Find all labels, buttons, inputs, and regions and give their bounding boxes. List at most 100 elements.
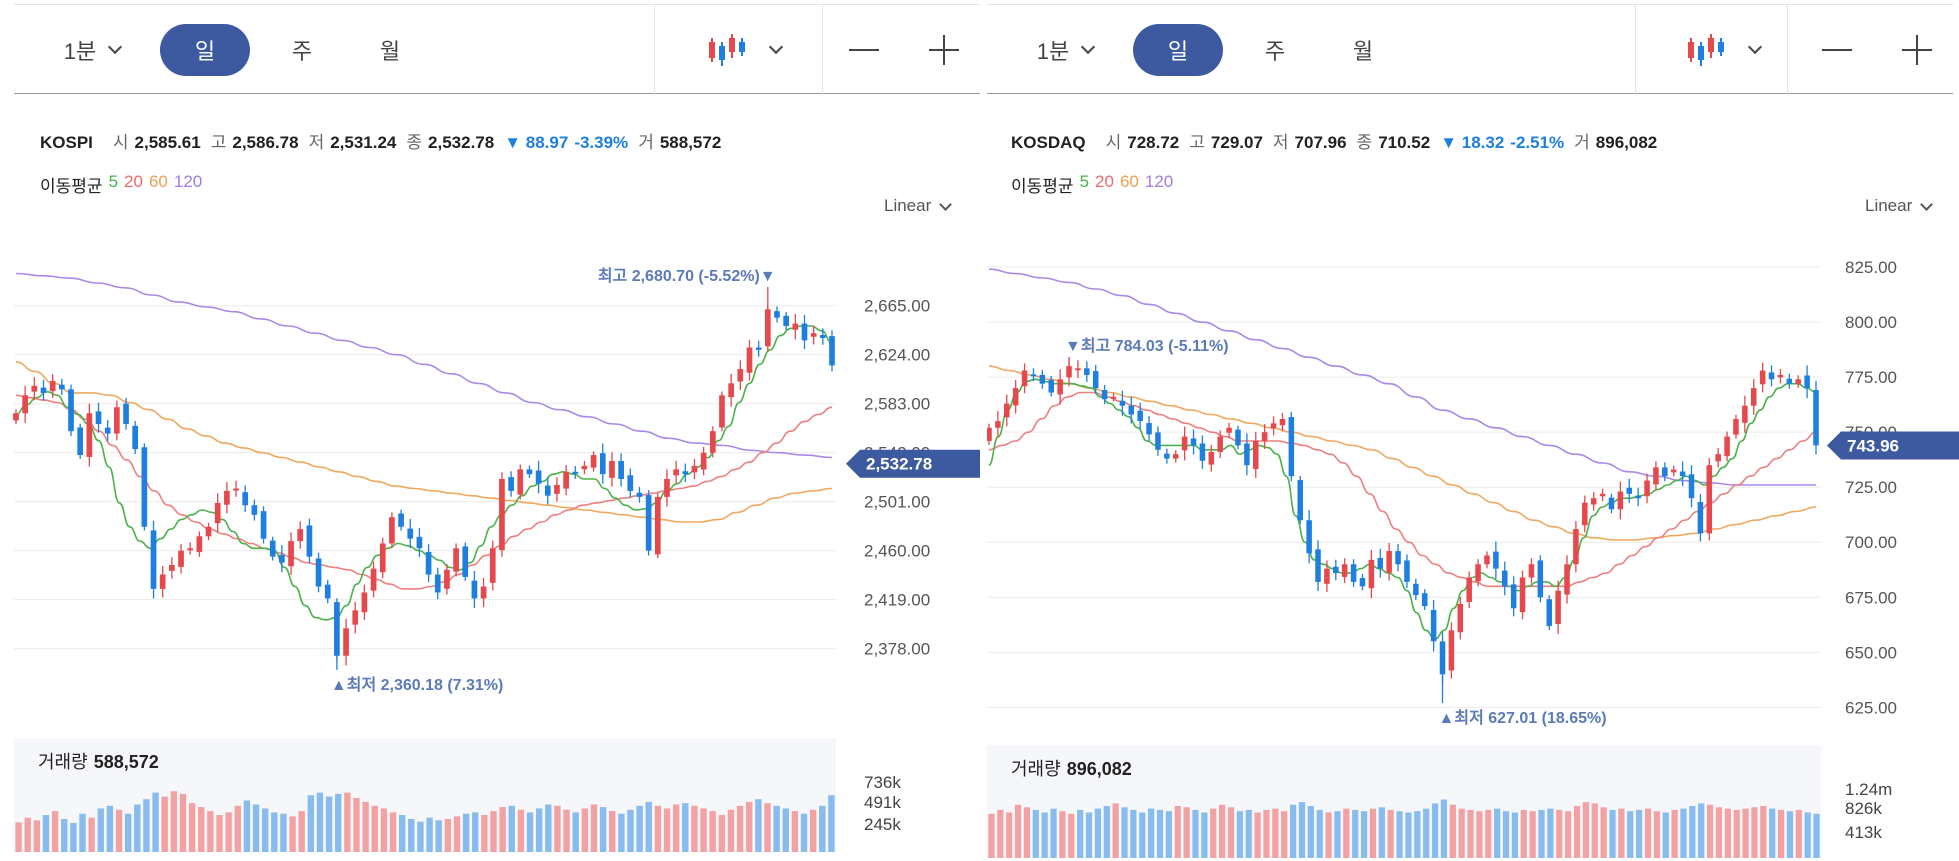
tab-month[interactable]: 월 <box>1352 39 1374 64</box>
candle-body <box>1528 564 1535 578</box>
candle-body <box>288 541 294 567</box>
candle-body <box>462 546 469 577</box>
candle-body <box>343 628 349 656</box>
candle-body <box>783 315 789 327</box>
candle-body <box>379 543 386 573</box>
candle-body <box>1190 438 1197 446</box>
zoom-out-button[interactable] <box>1807 5 1867 95</box>
volume-label: 거 <box>1574 133 1590 152</box>
candle-body <box>1715 454 1721 462</box>
candle-body <box>1181 436 1188 451</box>
zoom-in-button[interactable] <box>1887 5 1947 95</box>
candle-body <box>691 465 698 473</box>
volume-bar <box>1006 812 1013 858</box>
candle-body <box>1004 403 1010 418</box>
volume-bar <box>1511 812 1519 858</box>
volume-bar <box>1733 809 1740 858</box>
tab-day[interactable]: 일 <box>1133 5 1223 95</box>
candle-body <box>324 584 331 599</box>
candle-body <box>1297 480 1303 521</box>
candle-body <box>361 592 368 613</box>
index-name: KOSDAQ <box>1011 133 1086 152</box>
candle-body <box>1075 368 1081 371</box>
scale-dropdown[interactable]: Linear <box>1865 196 1934 216</box>
ma-120-label: 120 <box>173 172 203 191</box>
volume-bar <box>691 805 698 852</box>
volume-bar <box>1777 809 1785 858</box>
chart-type-dropdown[interactable] <box>1663 5 1783 95</box>
candle-body <box>1742 405 1748 423</box>
volume-bar <box>1431 803 1439 858</box>
scale-dropdown[interactable]: Linear <box>884 196 953 216</box>
tab-month[interactable]: 월 <box>379 39 401 64</box>
zoom-in-button[interactable] <box>914 5 974 95</box>
volume-bar <box>152 792 159 852</box>
candle-body <box>1413 583 1419 596</box>
volume-bar <box>325 796 333 852</box>
volume-bar <box>791 811 799 852</box>
chart-type-dropdown[interactable] <box>684 5 804 95</box>
minus-icon <box>849 49 879 51</box>
high-annotation: ▼최고 784.03 (-5.11%) <box>1065 336 1229 355</box>
volume-bar <box>581 808 589 852</box>
tab-day-label: 일 <box>1133 24 1223 76</box>
tab-day[interactable]: 일 <box>160 5 250 95</box>
volume-bar <box>718 815 726 852</box>
candle-body <box>1137 410 1143 422</box>
chevron-down-icon <box>108 39 123 55</box>
candle-body <box>1768 372 1775 380</box>
candle-body <box>1662 467 1668 477</box>
kospi-chart[interactable]: 2,665.002,624.002,583.002,542.002,501.00… <box>0 0 980 861</box>
candle-body <box>618 461 624 479</box>
candle-body <box>1599 493 1606 497</box>
candle-body <box>554 484 560 494</box>
volume-bar <box>1769 808 1776 858</box>
moving-average-legend: 이동평균 5 20 60 120 <box>40 172 202 197</box>
y-tick-label: 2,419.00 <box>864 591 930 610</box>
candle-body <box>526 469 533 475</box>
minus-icon <box>1822 49 1852 51</box>
ma-60-line <box>988 365 1817 541</box>
volume-bar <box>252 804 260 852</box>
toolbar-divider <box>654 5 655 95</box>
ma-label: 이동평균 <box>40 177 103 196</box>
kosdaq-chart[interactable]: 825.00800.00775.00750.00725.00700.00675.… <box>987 0 1959 861</box>
candle-body <box>1475 564 1481 582</box>
volume-bar <box>800 813 808 852</box>
y-tick-label: 2,501.00 <box>864 493 930 512</box>
tab-week[interactable]: 주 <box>1264 39 1286 64</box>
volume-bar <box>1813 813 1820 858</box>
candle-body <box>1804 375 1810 389</box>
interval-dropdown[interactable]: 1분 <box>1017 5 1113 95</box>
candle-body <box>590 455 597 468</box>
candle-body <box>416 536 423 549</box>
y-tick-label: 650.00 <box>1845 643 1897 662</box>
volume-bar <box>1760 806 1767 858</box>
current-price-tag <box>1827 431 1959 460</box>
candle-body <box>581 465 588 470</box>
open-value: 728.72 <box>1127 133 1180 152</box>
volume-bar <box>124 813 132 852</box>
volume-bar <box>1414 811 1421 858</box>
change-percent: -3.39% <box>574 133 629 152</box>
candle-body <box>13 413 19 421</box>
plus-icon <box>929 35 959 65</box>
tab-week[interactable]: 주 <box>291 39 313 64</box>
volume-bar <box>1307 806 1314 858</box>
volume-bar <box>1227 807 1235 858</box>
candle-body <box>1430 609 1437 642</box>
volume-bar <box>134 804 141 852</box>
y-tick-label: 700.00 <box>1845 533 1897 552</box>
candle-body <box>205 526 212 537</box>
volume-bar <box>1316 809 1323 858</box>
zoom-out-button[interactable] <box>834 5 894 95</box>
candle-body <box>95 411 102 424</box>
interval-label: 1분 <box>1036 39 1070 64</box>
low-value: 707.96 <box>1294 133 1347 152</box>
volume-bar <box>462 813 470 852</box>
candle-body <box>1795 379 1801 384</box>
interval-dropdown[interactable]: 1분 <box>44 5 140 95</box>
toolbar-divider <box>1787 5 1788 95</box>
ma-5-label: 5 <box>108 172 119 191</box>
volume-bar <box>1706 804 1714 858</box>
